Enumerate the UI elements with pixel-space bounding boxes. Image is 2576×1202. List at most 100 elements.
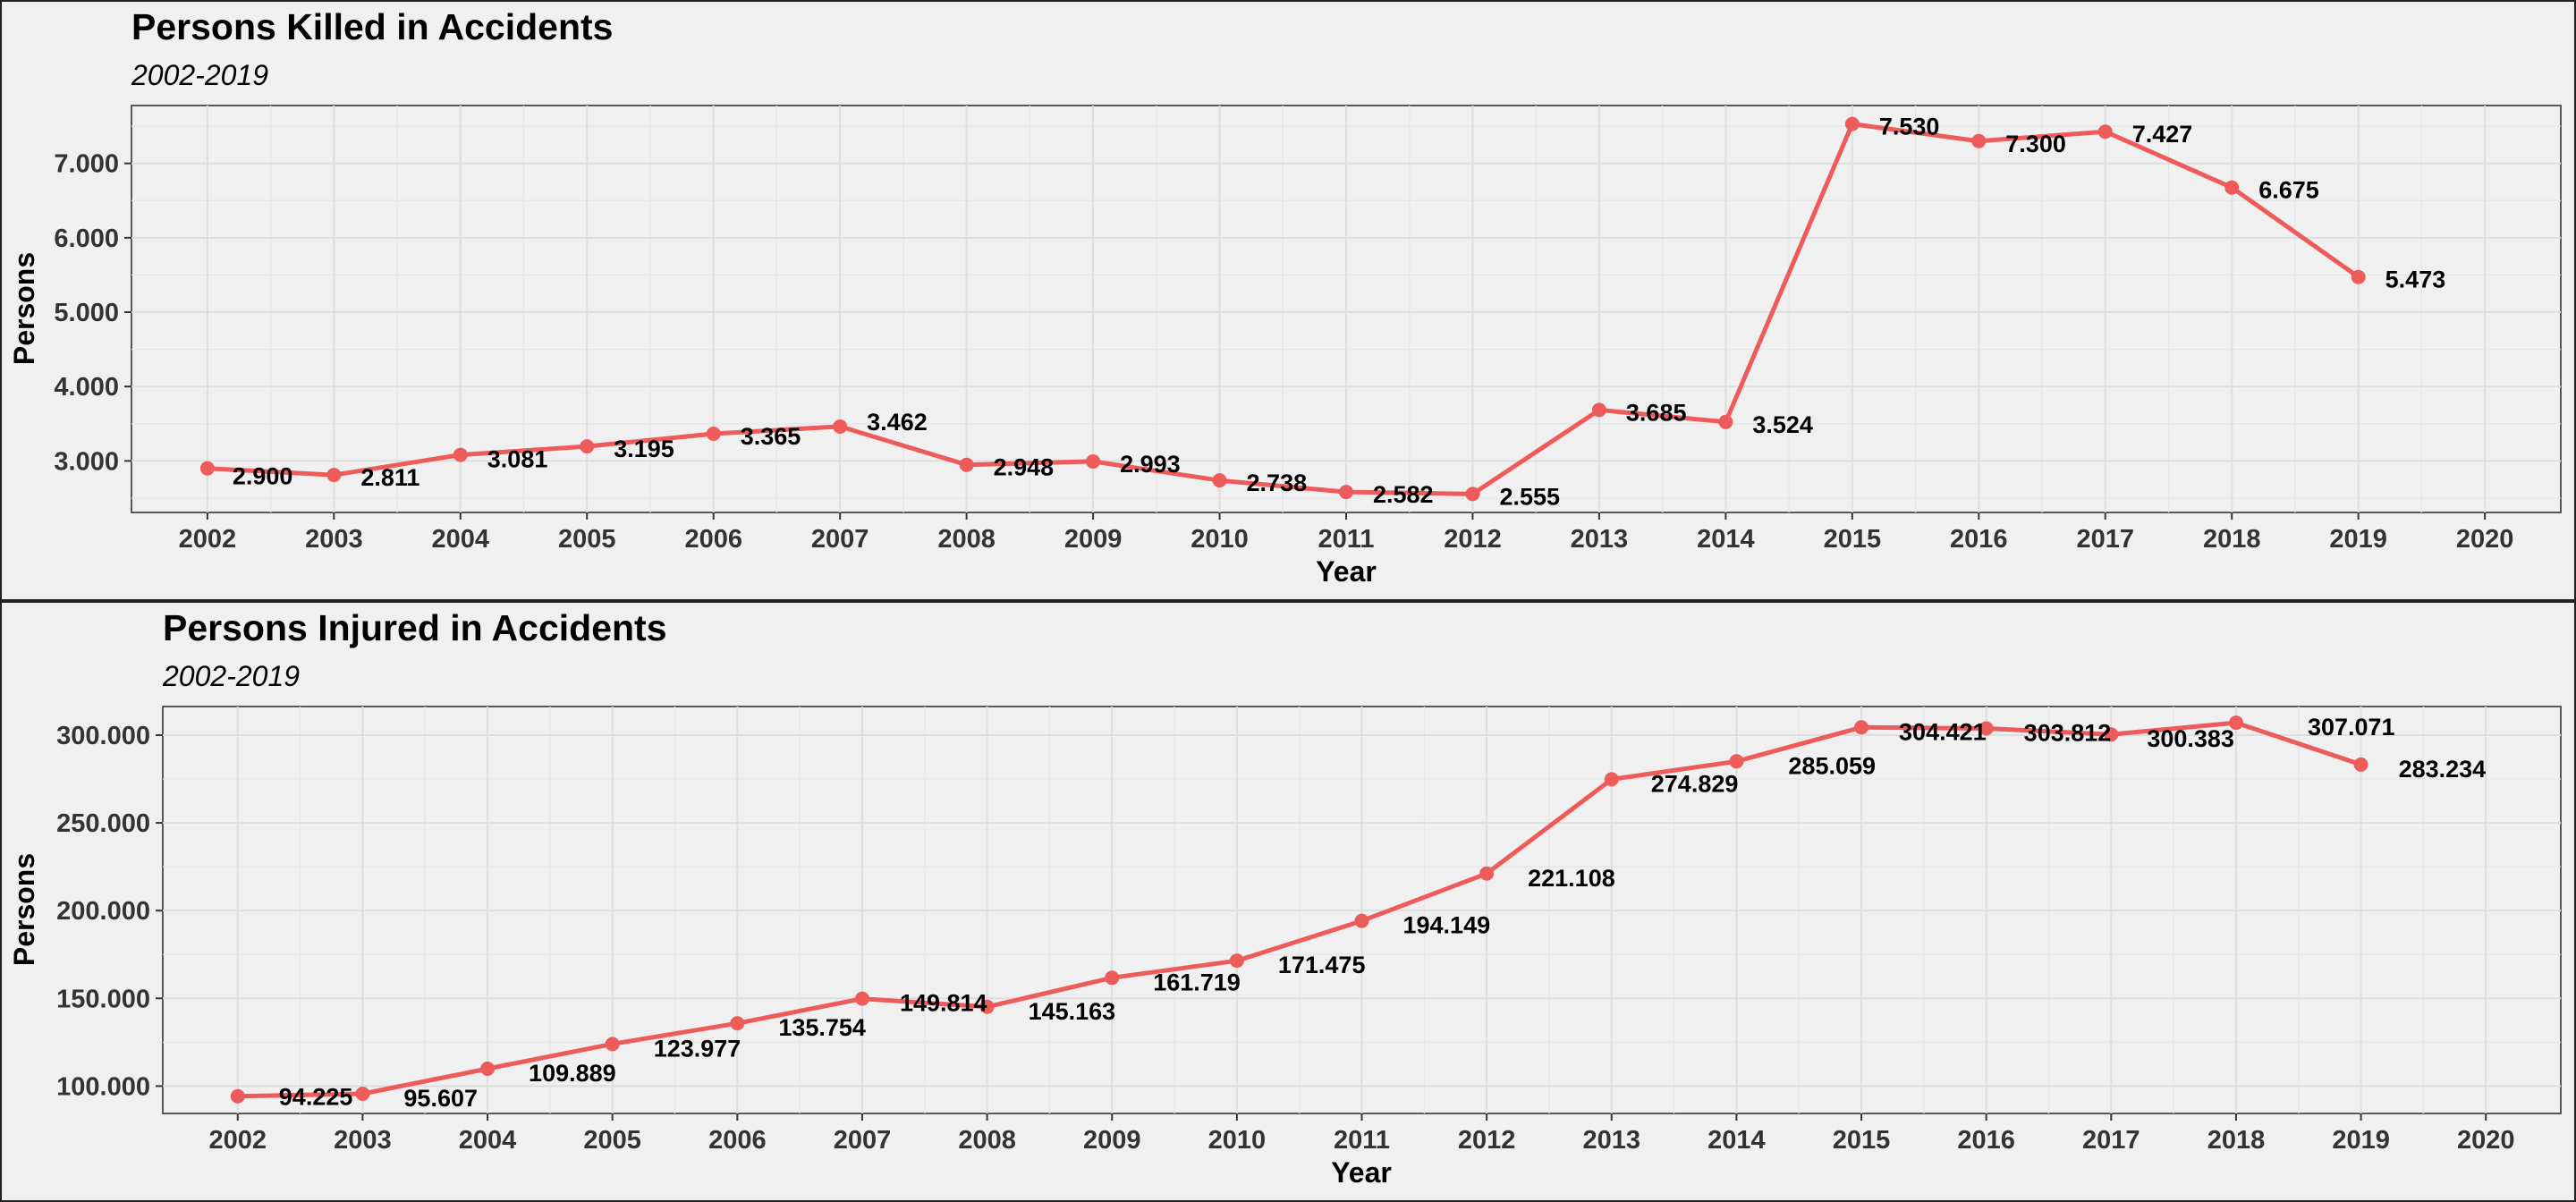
- data-labels: 94.225 95.607 109.889 123.977 135.754 149.814…: [279, 714, 2486, 1112]
- data-label: 7.300: [2005, 131, 2066, 157]
- data-label: 2.993: [1120, 451, 1181, 478]
- y-axis-title: Persons: [8, 853, 40, 966]
- x-tick-label: 2013: [1583, 1126, 1641, 1155]
- x-tick-label: 2007: [811, 525, 869, 554]
- data-point: [1465, 487, 1480, 502]
- data-point: [706, 427, 721, 442]
- data-label: 145.163: [1029, 998, 1116, 1025]
- data-point: [1718, 414, 1733, 429]
- data-point: [1729, 754, 1744, 769]
- chart-injured: Persons Injured in Accidents 2002-2019 2…: [0, 601, 2576, 1202]
- data-point: [854, 991, 869, 1006]
- x-axis-title: Year: [1331, 1156, 1392, 1189]
- data-point: [2104, 727, 2119, 742]
- x-tick-label: 2009: [1064, 525, 1123, 554]
- x-tick-label: 2012: [1444, 525, 1502, 554]
- x-tick-label: 2002: [179, 525, 237, 554]
- data-label: 3.081: [487, 446, 548, 473]
- data-label: 300.383: [2147, 725, 2234, 752]
- data-label: 2.582: [1373, 481, 1434, 508]
- x-tick-label: 2007: [834, 1126, 892, 1155]
- data-label: 2.738: [1247, 470, 1308, 496]
- data-point: [1591, 402, 1606, 418]
- x-tick-label: 2014: [1697, 525, 1755, 554]
- data-label: 2.811: [360, 464, 419, 491]
- x-tick-label: 2012: [1458, 1126, 1516, 1155]
- data-point: [355, 1087, 370, 1102]
- gridlines: [131, 106, 2561, 512]
- x-tick-label: 2020: [2457, 1126, 2515, 1155]
- x-tick-label: 2018: [2207, 1126, 2266, 1155]
- x-tick-label: 2014: [1707, 1126, 1766, 1155]
- y-tick-label: 6.000: [54, 224, 119, 253]
- x-axis-title: Year: [1316, 555, 1377, 588]
- x-tick-label: 2006: [684, 525, 742, 554]
- data-point: [2228, 715, 2243, 731]
- y-axis: 3.000 4.000 5.000 6.000 7.000: [54, 150, 131, 476]
- data-point: [1979, 721, 1994, 736]
- x-tick-label: 2019: [2332, 1126, 2390, 1155]
- x-tick-label: 2006: [708, 1126, 767, 1155]
- data-label: 2.900: [233, 463, 293, 490]
- chart-title: Persons Killed in Accidents: [131, 6, 613, 47]
- data-point: [730, 1016, 745, 1031]
- data-label: 7.427: [2132, 121, 2193, 148]
- x-tick-label: 2005: [583, 1126, 641, 1155]
- chart-subtitle: 2002-2019: [131, 59, 268, 91]
- chart-subtitle: 2002-2019: [162, 660, 300, 692]
- data-point: [1604, 772, 1619, 787]
- data-label: 123.977: [654, 1035, 741, 1062]
- data-label: 2.948: [994, 454, 1055, 481]
- y-tick-label: 150.000: [56, 985, 150, 1013]
- x-tick-label: 2020: [2456, 525, 2514, 554]
- data-point: [453, 447, 468, 462]
- data-point: [1212, 473, 1227, 488]
- data-label: 274.829: [1651, 770, 1739, 797]
- data-label: 285.059: [1788, 752, 1876, 779]
- data-point: [2097, 124, 2113, 140]
- data-point: [326, 468, 342, 483]
- y-axis: 100.000 150.000 200.000 250.000 300.000: [56, 722, 163, 1101]
- y-tick-label: 100.000: [56, 1072, 150, 1101]
- data-point: [1086, 453, 1101, 469]
- data-point: [580, 439, 595, 454]
- x-tick-label: 2003: [334, 1126, 392, 1155]
- x-tick-label: 2009: [1083, 1126, 1141, 1155]
- y-tick-label: 200.000: [56, 897, 150, 926]
- data-label: 194.149: [1403, 912, 1491, 939]
- data-point: [480, 1061, 496, 1076]
- data-label: 7.530: [1879, 114, 1940, 140]
- x-tick-label: 2019: [2329, 525, 2387, 554]
- data-point: [1479, 866, 1495, 881]
- data-label: 5.473: [2385, 267, 2446, 293]
- data-point: [833, 419, 848, 434]
- x-tick-label: 2017: [2076, 525, 2134, 554]
- data-label: 94.225: [279, 1084, 353, 1111]
- x-tick-label: 2010: [1191, 525, 1249, 554]
- data-label: 6.675: [2258, 177, 2319, 204]
- x-tick-label: 2018: [2203, 525, 2261, 554]
- x-tick-label: 2011: [1318, 525, 1375, 554]
- series-line: [207, 122, 2360, 496]
- data-point: [1844, 116, 1860, 131]
- chart-title: Persons Injured in Accidents: [163, 607, 667, 648]
- data-label: 304.421: [1899, 718, 1987, 745]
- data-point: [1229, 953, 1244, 969]
- x-tick-label: 2017: [2082, 1126, 2140, 1155]
- x-tick-label: 2013: [1571, 525, 1629, 554]
- data-label: 303.812: [2024, 720, 2112, 747]
- data-point: [2224, 180, 2240, 195]
- data-label: 307.071: [2308, 714, 2395, 741]
- data-label: 221.108: [1528, 865, 1615, 892]
- x-tick-label: 2008: [958, 1126, 1016, 1155]
- data-label: 283.234: [2399, 756, 2487, 783]
- data-point: [979, 999, 995, 1014]
- data-label: 161.719: [1153, 969, 1241, 995]
- data-label: 3.685: [1626, 399, 1687, 426]
- y-axis-title: Persons: [8, 252, 40, 365]
- data-point: [199, 461, 215, 476]
- series-line: [237, 720, 2362, 1099]
- x-tick-label: 2016: [1950, 525, 2008, 554]
- y-tick-label: 5.000: [54, 299, 119, 327]
